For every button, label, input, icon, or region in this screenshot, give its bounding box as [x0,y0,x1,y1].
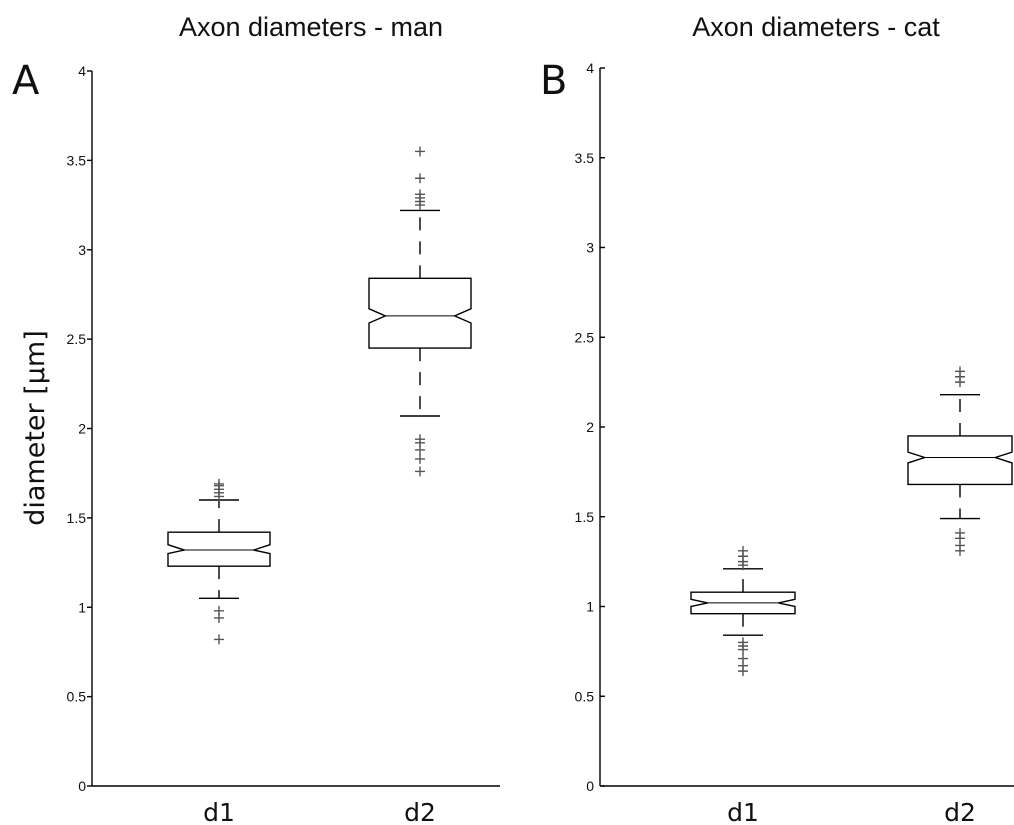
y-tick-label: 1.5 [67,510,87,526]
x-tick-label: d1 [203,798,235,825]
outlier-marker [415,189,425,200]
outlier-marker [955,527,965,538]
y-tick-label: 0 [586,778,594,794]
y-tick-label: 0.5 [575,688,595,704]
y-tick-label: 3 [78,242,86,258]
y-tick-label: 4 [78,63,86,79]
x-tick-label: d1 [727,798,759,825]
panel-b-title: Axon diameters - cat [692,12,940,42]
y-tick-label: 2.5 [575,329,595,345]
y-tick-label: 1 [78,599,86,615]
y-tick-label: 2 [78,421,86,437]
y-axis-label: diameter [μm] [20,330,51,526]
panel-a: Axon diameters - man A diameter [μm] 0 0.… [12,12,500,825]
outlier-marker [415,453,425,464]
x-tick-label: d2 [944,798,976,825]
outlier-marker [214,605,224,616]
outlier-marker [214,478,224,489]
outlier-marker [738,545,748,556]
box-d1 [167,531,271,567]
outlier-marker [214,634,224,645]
y-tick-label: 4 [586,60,594,76]
y-tick-label: 3 [586,240,594,256]
y-tick-label: 0 [78,778,86,794]
box-d2 [368,277,472,349]
panel-a-letter: A [12,58,40,104]
y-tick-label: 1 [586,599,594,615]
panel-a-title: Axon diameters - man [179,12,443,42]
panel-b-letter: B [540,58,567,104]
x-tick-label: d2 [404,798,436,825]
outlier-marker [415,146,425,157]
y-tick-label: 1.5 [575,509,595,525]
y-tick-label: 3.5 [67,152,87,168]
y-tick-label: 2.5 [67,331,87,347]
outlier-marker [738,637,748,648]
y-tick-label: 3.5 [575,150,595,166]
outlier-marker [738,653,748,664]
box-d1 [690,591,796,615]
outlier-marker [955,366,965,377]
y-tick-label: 2 [586,419,594,435]
panel-b: Axon diameters - cat B 0 0.5 1 1.5 2 2.5 3 3.5 4… [540,12,1014,825]
outlier-marker [415,434,425,445]
outlier-marker [415,466,425,477]
outlier-marker [415,173,425,184]
y-tick-label: 0.5 [67,689,87,705]
box-d2 [907,435,1013,486]
